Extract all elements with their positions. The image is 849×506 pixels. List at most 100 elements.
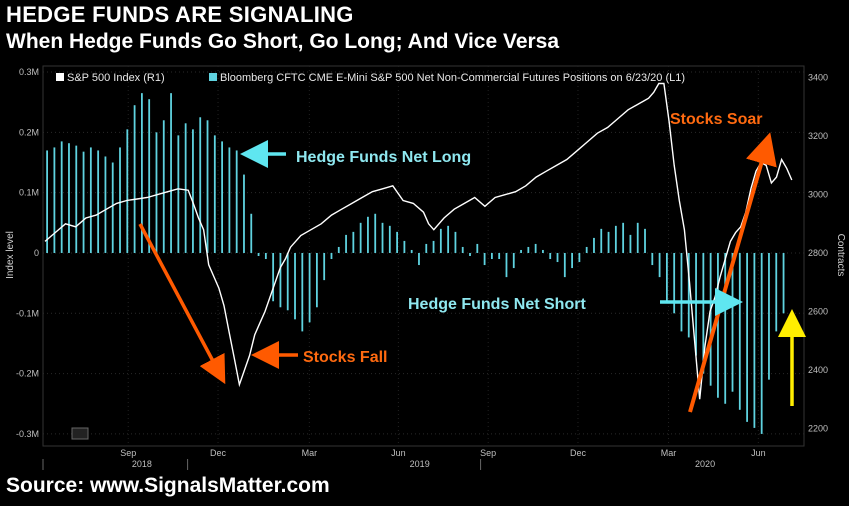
bar [520,249,522,253]
right-tick-label: 3400 [808,73,828,83]
x-tick-label: Sep [480,448,496,458]
bar [264,252,267,260]
legend-bars: Bloomberg CFTC CME E-Mini S&P 500 Net No… [220,72,685,84]
x-year-label: 2020 [695,459,715,469]
right-axis-ticks: 3400 3200 3000 2800 2600 2400 2200 [808,73,828,434]
chart-toggle-icon[interactable] [71,427,89,440]
bar [746,252,748,422]
bar [622,222,625,253]
bar [709,252,712,386]
x-tick-label: Jun [751,448,766,458]
bar [534,243,537,253]
bar [476,243,479,253]
chart-title: HEDGE FUNDS ARE SIGNALING [6,2,354,27]
bar [148,99,151,253]
bar [585,246,588,253]
bar [651,252,654,266]
bar [104,156,107,253]
bar [235,150,238,253]
bar [330,252,333,260]
bar [483,252,486,266]
bar [119,147,121,253]
bar [192,129,194,253]
bar [82,151,85,253]
bar [760,252,763,434]
bar [162,120,165,253]
bar [301,252,304,332]
bar [403,240,406,253]
annotation-stocks-soar: Stocks Soar [670,111,762,128]
bar [658,252,661,278]
bar [221,141,223,253]
bar [439,228,442,253]
bar [315,252,318,308]
bar [447,225,450,253]
bar [695,252,697,356]
bar [228,147,231,253]
right-axis-label: Contracts [835,234,846,277]
bar [410,249,413,253]
x-tick-label: Mar [302,448,318,458]
bar [614,225,617,253]
bar [352,231,355,253]
bar [396,231,398,253]
left-tick-label: 0.1M [19,188,39,198]
bar [665,252,668,302]
bar [60,141,63,253]
bar [359,222,362,253]
bar [388,225,391,253]
bar [418,252,420,266]
bar [199,117,202,253]
x-tick-label: Mar [661,448,677,458]
bar [512,252,515,269]
bar [549,252,552,260]
annotation-net-long: Hedge Funds Net Long [296,149,471,166]
chart-subtitle: When Hedge Funds Go Short, Go Long; And … [6,30,560,53]
bar [636,222,639,253]
bar [673,252,676,314]
bar [527,246,530,253]
bar [782,252,785,314]
left-axis-label: Index level [5,231,16,279]
right-tick-label: 2400 [808,365,828,375]
left-tick-label: -0.2M [16,369,39,379]
bar [374,213,377,253]
bar [768,252,770,380]
bar [170,93,172,253]
bar [702,252,705,374]
bar [367,216,369,253]
bar [337,246,340,253]
bar [243,174,245,253]
left-tick-label: 0 [34,248,39,258]
bar [97,150,100,253]
x-tick-label: Dec [570,448,587,458]
stocks-soar-arrow [688,132,777,413]
bar [775,252,778,332]
bar [542,249,544,253]
bar [717,252,719,398]
left-axis-ticks: 0.3M 0.2M 0.1M 0 -0.1M -0.2M -0.3M [16,67,39,439]
bar [68,143,70,253]
legend-line-swatch [56,73,64,81]
right-tick-label: 2600 [808,307,828,317]
bar [177,135,180,253]
right-tick-label: 3200 [808,131,828,141]
bar [563,252,566,278]
x-year-label: 2018 [132,459,152,469]
x-tick-label: Dec [210,448,227,458]
bar [556,252,559,263]
bar [629,234,632,253]
bar [140,93,143,253]
bar [432,240,435,253]
bar [75,145,78,253]
bar [279,252,282,308]
right-tick-label: 2800 [808,248,828,258]
x-tick-label: Jun [391,448,406,458]
bar [308,252,311,323]
bar [680,252,683,332]
legend-bar-swatch [209,73,217,81]
bar [753,252,756,428]
bar [687,252,690,338]
annotation-stocks-fall: Stocks Fall [303,349,387,366]
